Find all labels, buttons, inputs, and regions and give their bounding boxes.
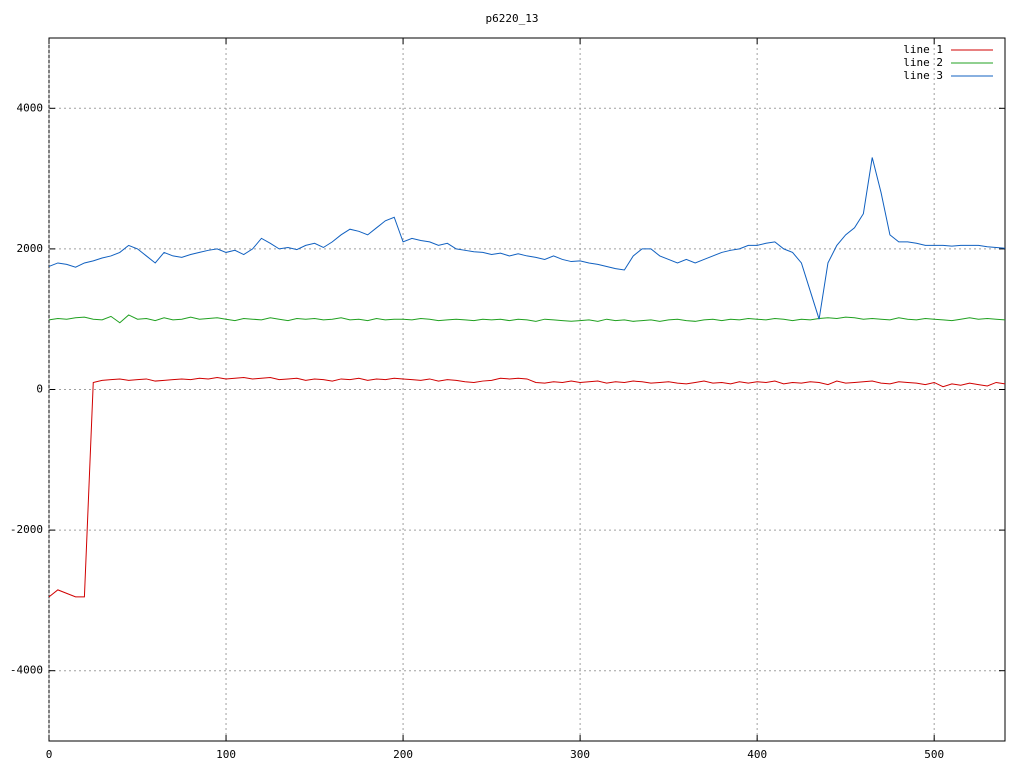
y-tick-label: 2000 (17, 242, 44, 255)
y-tick-label: -4000 (10, 664, 43, 677)
plot-border (48, 37, 1006, 742)
legend-label: line 2 (903, 56, 943, 69)
y-tick-label: -2000 (10, 523, 43, 536)
x-tick-label: 400 (747, 748, 767, 761)
chart-title: p6220_13 (486, 12, 539, 25)
y-tick-label: 4000 (17, 101, 44, 114)
x-tick-label: 200 (393, 748, 413, 761)
x-tick-label: 100 (216, 748, 236, 761)
x-tick-label: 500 (924, 748, 944, 761)
line-series (48, 377, 1006, 598)
line-series (48, 314, 1006, 324)
y-tick-label: 0 (36, 383, 43, 396)
x-tick-label: 0 (46, 748, 53, 761)
legend-label: line 1 (903, 43, 943, 56)
line-series (48, 157, 1006, 320)
legend-label: line 3 (903, 69, 943, 82)
x-tick-label: 300 (570, 748, 590, 761)
